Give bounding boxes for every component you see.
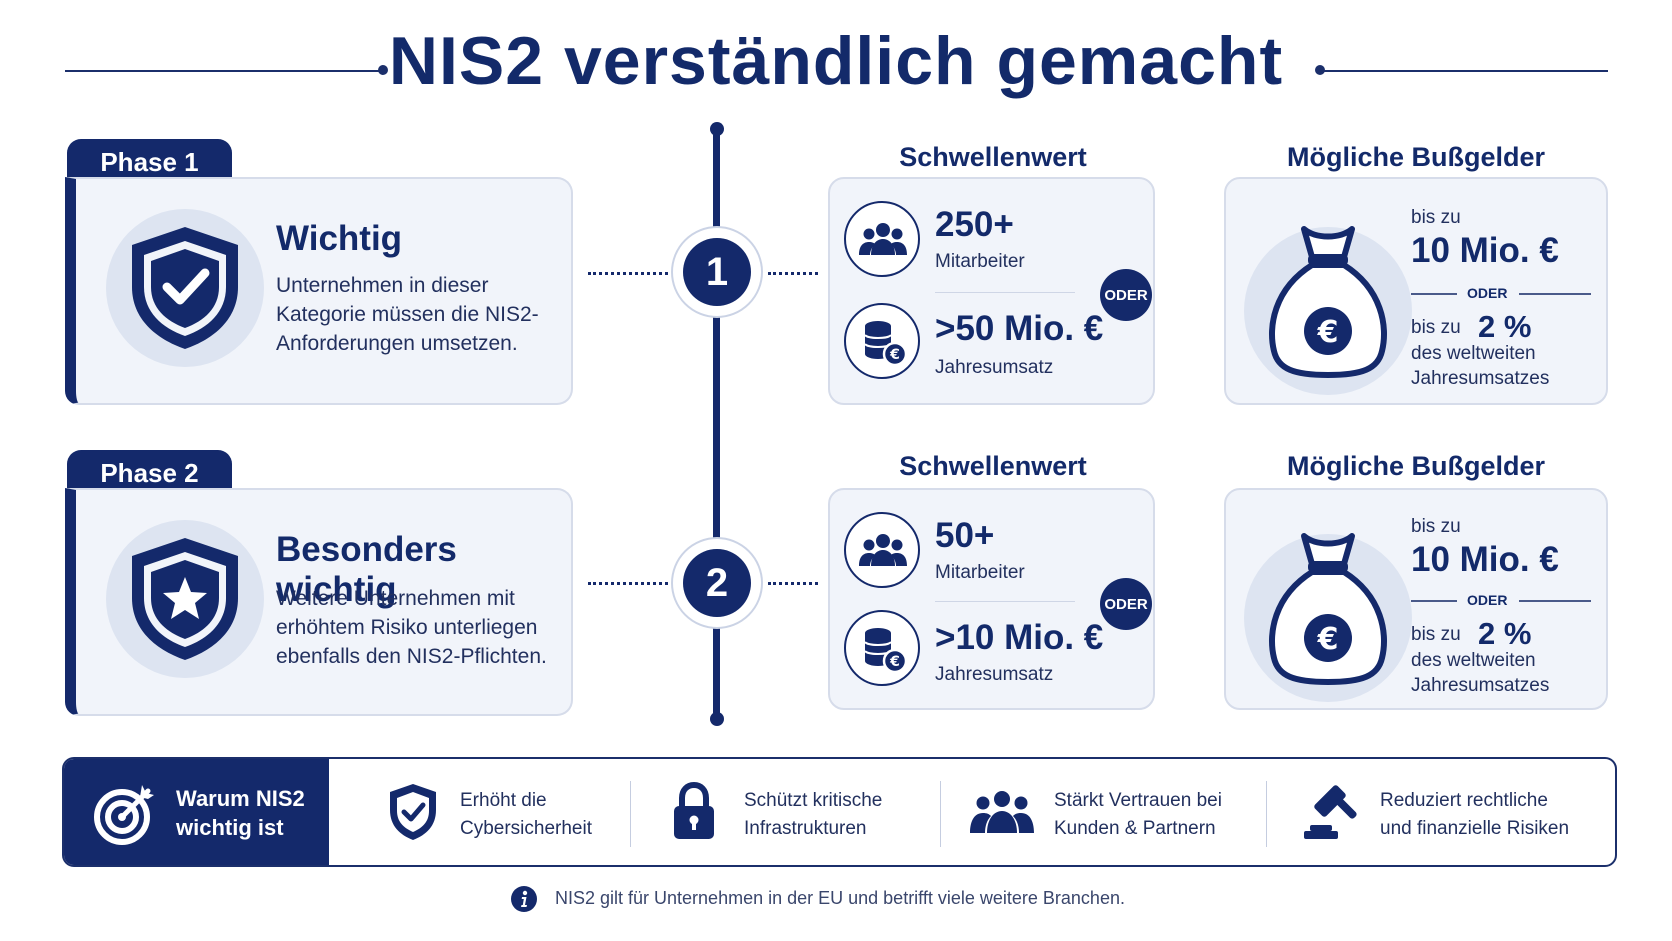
threshold-title-1: Schwellenwert — [899, 142, 1087, 172]
employees-icon-circle-1 — [844, 201, 920, 277]
fines-percent-desc-2: des weltweiten Jahresumsatzes — [1411, 650, 1550, 696]
shield-check-icon — [390, 784, 436, 840]
fines-or-line-right-2 — [1519, 600, 1591, 602]
svg-text:€: € — [889, 347, 900, 363]
phase-1-icon-halo — [106, 209, 264, 367]
connector-right-1 — [768, 272, 818, 275]
employees-value-1: 250+ — [935, 205, 1014, 244]
fines-percent-2: 2 % — [1478, 616, 1532, 651]
connector-right-2 — [768, 582, 818, 585]
people-icon — [859, 223, 907, 255]
fines-upto-label-1: bis zu — [1411, 207, 1461, 228]
benefit-text-2: Schützt kritische Infrastrukturen — [744, 790, 883, 839]
shield-check-icon — [132, 227, 238, 349]
connector-left-2 — [588, 582, 668, 585]
title-rule-left — [65, 70, 383, 72]
fines-upto-label2-2: bis zu — [1411, 624, 1461, 645]
phase-2-card: Besonders wichtig Weitere Unternehmen mi… — [65, 488, 573, 716]
phase-1-card: Wichtig Unternehmen in dieser Kategorie … — [65, 177, 573, 405]
timeline-cap-bottom — [710, 712, 724, 726]
fines-percent-1: 2 % — [1478, 309, 1532, 344]
step-badge-2: 2 — [671, 537, 763, 629]
people-icon — [859, 534, 907, 566]
title-rule-dot-left — [378, 65, 388, 75]
employees-label-2: Mitarbeiter — [935, 562, 1025, 583]
fines-card-2: € bis zu 10 Mio. € ODER bis zu 2 % des w… — [1224, 488, 1608, 710]
fines-upto-label2-1: bis zu — [1411, 317, 1461, 338]
fines-or-label-1: ODER — [1467, 285, 1508, 301]
title-row: NIS2 verständlich gemacht — [0, 0, 1672, 140]
revenue-label-1: Jahresumsatz — [935, 357, 1054, 378]
connector-left-1 — [588, 272, 668, 275]
revenue-value-2: >10 Mio. € — [935, 618, 1104, 657]
threshold-separator-1 — [935, 292, 1075, 293]
phase-1-description: Unternehmen in dieser Kategorie müssen d… — [276, 274, 539, 355]
revenue-icon-circle-1: € — [844, 303, 920, 379]
step-number-2: 2 — [683, 549, 751, 617]
employees-value-2: 50+ — [935, 516, 995, 555]
fines-upto-label-2: bis zu — [1411, 516, 1461, 537]
timeline-line — [713, 127, 720, 723]
fines-or-label-2: ODER — [1467, 592, 1508, 608]
title-rule-right — [1320, 70, 1608, 72]
threshold-or-badge-2: ODER — [1100, 578, 1152, 630]
page-title: NIS2 verständlich gemacht — [388, 23, 1284, 99]
benefit-text-3: Stärkt Vertrauen bei Kunden & Partnern — [1054, 790, 1222, 839]
svg-text:€: € — [889, 654, 900, 670]
employees-icon-circle-2 — [844, 512, 920, 588]
coins-euro-icon: € — [864, 321, 908, 367]
info-icon — [511, 886, 537, 912]
benefit-divider-2 — [940, 781, 941, 847]
revenue-icon-circle-2: € — [844, 610, 920, 686]
svg-text:€: € — [1317, 315, 1339, 350]
shield-star-icon — [132, 538, 238, 660]
target-icon — [94, 785, 154, 845]
fines-percent-desc-1: des weltweiten Jahresumsatzes — [1411, 343, 1550, 389]
benefit-divider-3 — [1266, 781, 1267, 847]
gavel-icon — [1304, 785, 1357, 839]
fines-or-line-right-1 — [1519, 293, 1591, 295]
phase-1-heading: Wichtig — [276, 219, 403, 258]
fines-card-1: € bis zu 10 Mio. € ODER bis zu 2 % des w… — [1224, 177, 1608, 405]
step-number-1: 1 — [683, 238, 751, 306]
svg-text:€: € — [1317, 622, 1339, 657]
fines-amount-2: 10 Mio. € — [1411, 540, 1559, 579]
money-bag-icon: € — [1269, 533, 1387, 685]
footnote-row: NIS2 gilt für Unternehmen in der EU und … — [0, 880, 1672, 920]
fines-icon-halo-1: € — [1244, 226, 1412, 395]
why-label: Warum NIS2 wichtig ist — [176, 786, 305, 840]
fines-or-line-left-1 — [1411, 293, 1457, 295]
threshold-separator-2 — [935, 601, 1075, 602]
threshold-or-badge-1: ODER — [1100, 269, 1152, 321]
revenue-label-2: Jahresumsatz — [935, 664, 1054, 685]
lock-icon — [674, 781, 714, 839]
benefit-divider-1 — [630, 781, 631, 847]
why-block: Warum NIS2 wichtig ist — [64, 759, 329, 865]
coins-euro-icon: € — [864, 628, 908, 674]
fines-title-1: Mögliche Bußgelder — [1286, 142, 1546, 172]
revenue-value-1: >50 Mio. € — [935, 309, 1104, 348]
phase-2-heading: Besonders wichtig — [276, 530, 457, 609]
fines-or-line-left-2 — [1411, 600, 1457, 602]
fines-amount-1: 10 Mio. € — [1411, 231, 1559, 270]
benefit-text-4: Reduziert rechtliche und finanzielle Ris… — [1380, 790, 1570, 839]
footnote-text: NIS2 gilt für Unternehmen in der EU und … — [555, 888, 1125, 908]
step-badge-1: 1 — [671, 226, 763, 318]
people-icon — [970, 791, 1034, 833]
threshold-title-2: Schwellenwert — [899, 451, 1087, 481]
phase-2-icon-halo — [106, 520, 264, 678]
employees-label-1: Mitarbeiter — [935, 251, 1025, 272]
benefit-text-1: Erhöht die Cybersicherheit — [460, 790, 592, 839]
timeline-cap-top — [710, 122, 724, 136]
threshold-card-1: 250+ Mitarbeiter ODER € >50 Mio. € Jahre… — [828, 177, 1155, 405]
fines-title-2: Mögliche Bußgelder — [1286, 451, 1546, 481]
benefits-bar: Warum NIS2 wichtig ist Erhöht die Cybers… — [62, 757, 1617, 867]
fines-icon-halo-2: € — [1244, 533, 1412, 702]
phase-2-description: Weitere Unternehmen mit erhöhtem Risiko … — [276, 587, 547, 668]
money-bag-icon: € — [1269, 226, 1387, 378]
threshold-card-2: 50+ Mitarbeiter ODER € >10 Mio. € Jahres… — [828, 488, 1155, 710]
